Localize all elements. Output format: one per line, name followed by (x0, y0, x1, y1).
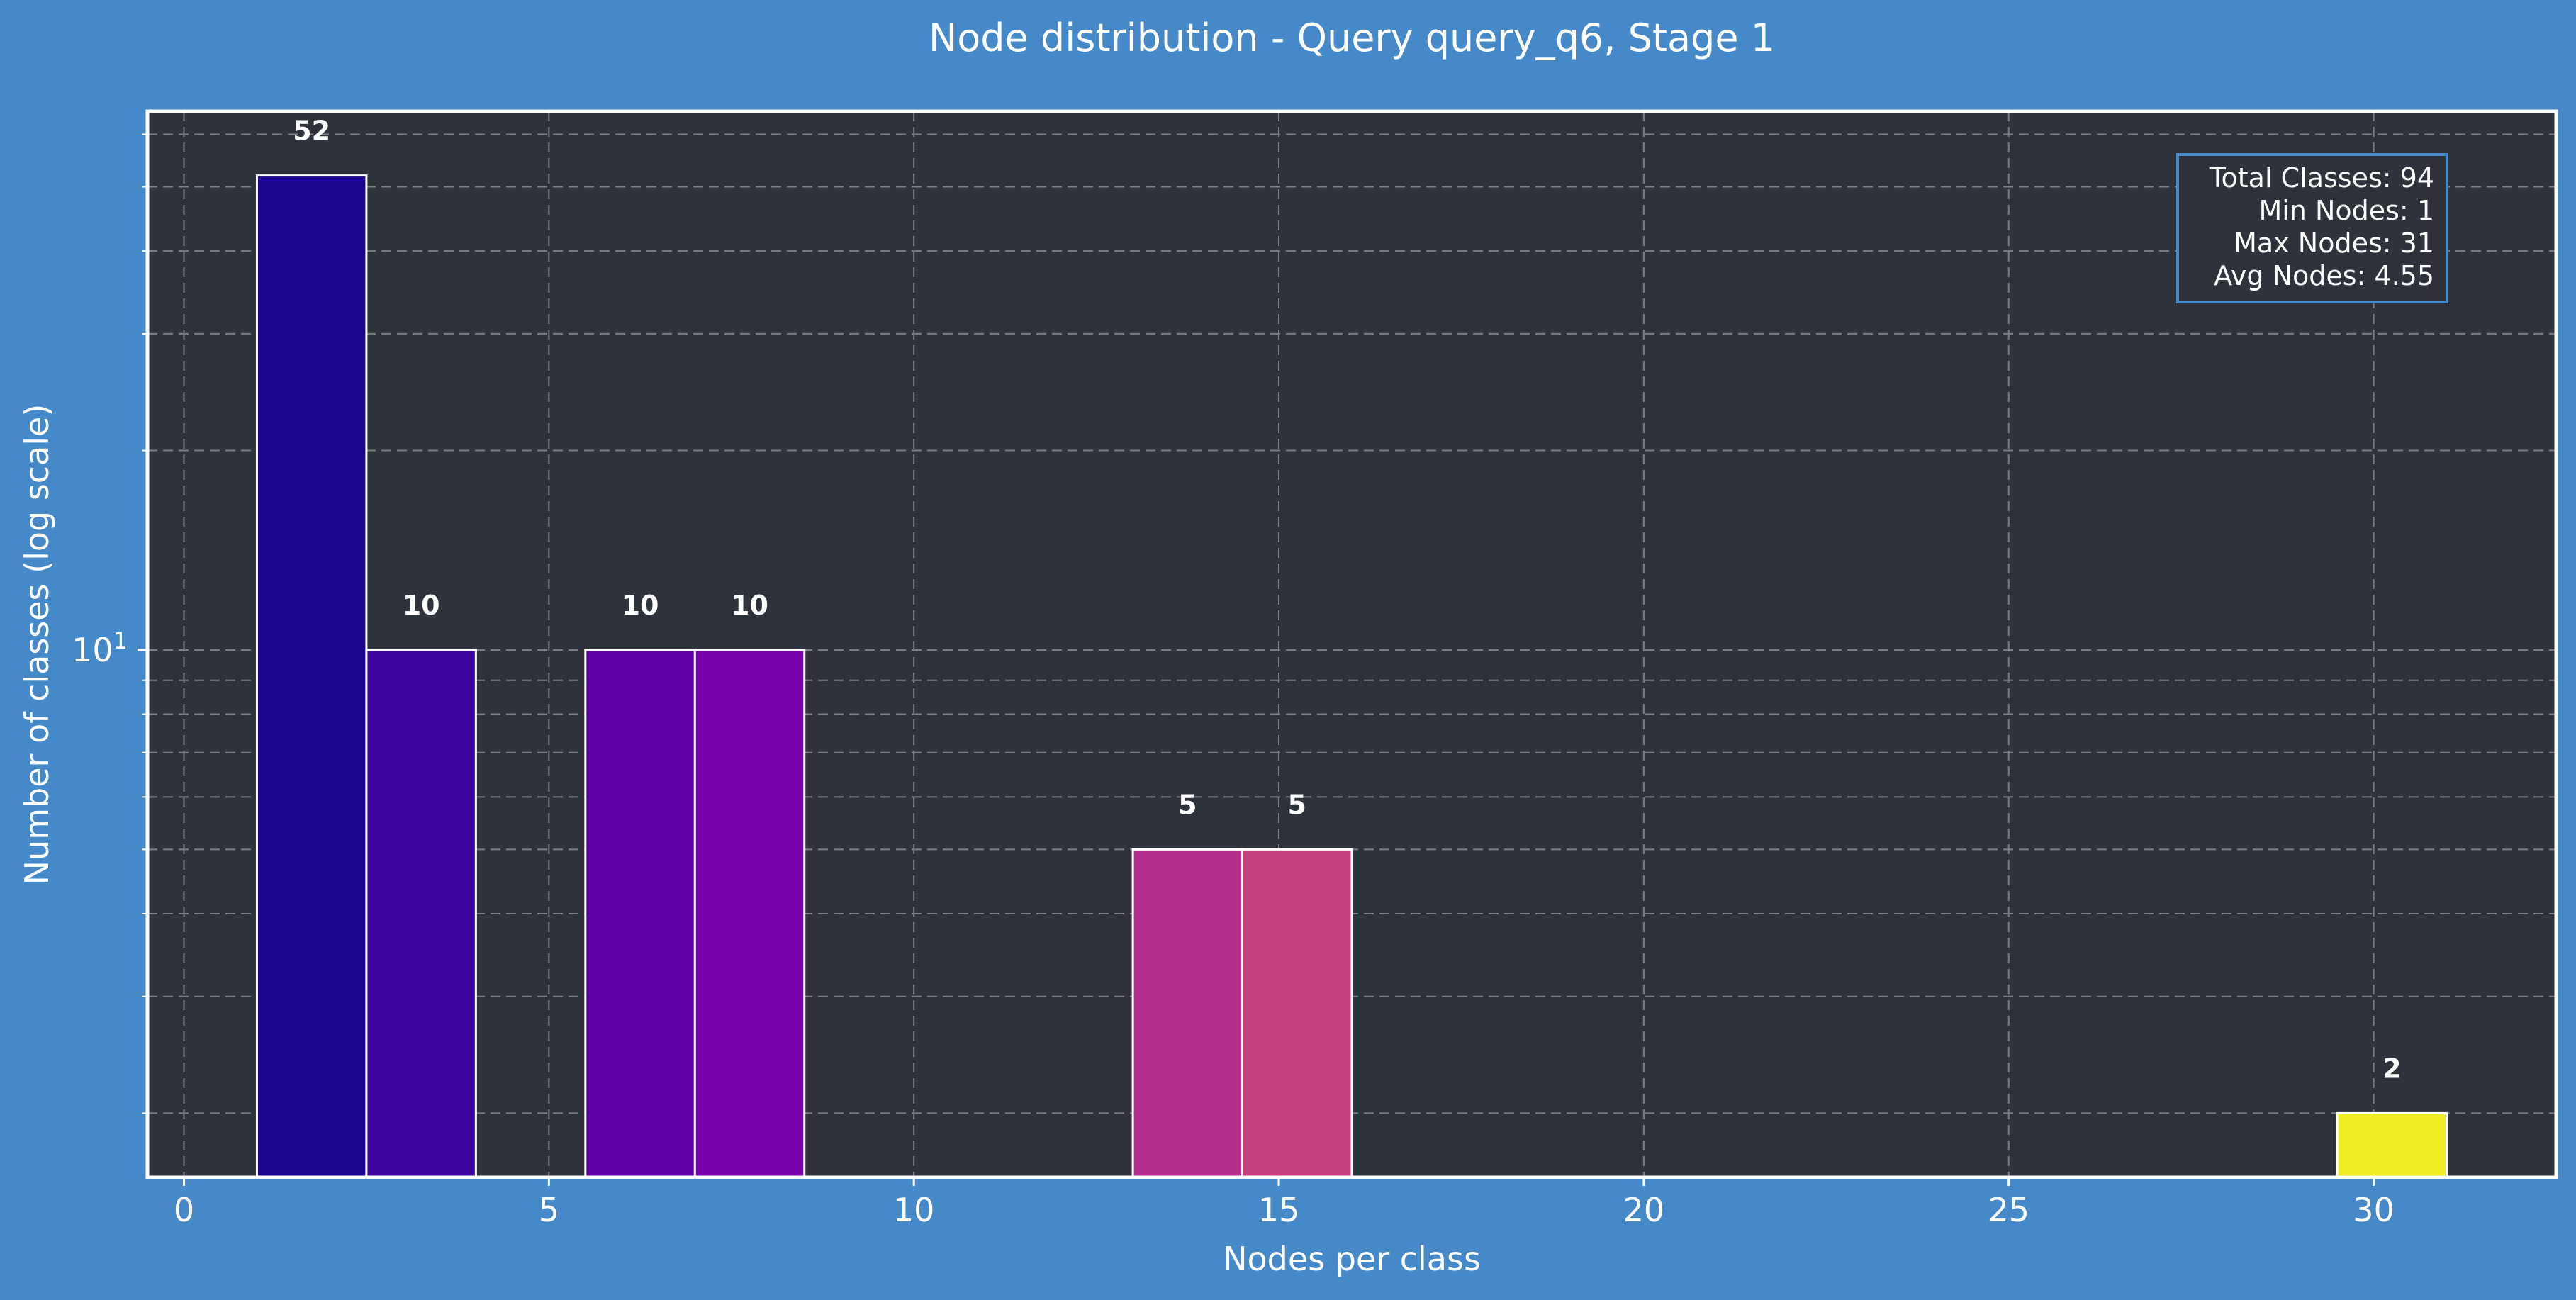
x-tick-label: 5 (539, 1191, 559, 1229)
stats-min-nodes: Min Nodes: 1 (2258, 195, 2434, 226)
bar-value-label: 10 (403, 590, 440, 621)
bar (584, 649, 696, 1179)
x-tick-label: 15 (1258, 1191, 1300, 1229)
chart-title: Node distribution - Query query_q6, Stag… (929, 16, 1775, 60)
bar-value-label: 5 (1288, 789, 1306, 820)
x-axis-ticks: 0 5 10 15 20 25 30 (174, 1177, 2395, 1229)
x-tick-label: 20 (1623, 1191, 1665, 1229)
x-tick-label: 0 (174, 1191, 194, 1229)
y-tick-label: 101 (72, 627, 128, 669)
x-tick-label: 25 (1988, 1191, 2029, 1229)
y-axis-ticks: 101 (72, 133, 147, 1114)
bar-value-label: 10 (731, 590, 768, 621)
bar-value-label: 10 (622, 590, 659, 621)
x-tick-label: 10 (893, 1191, 935, 1229)
bars (255, 174, 2448, 1179)
bar-value-label: 5 (1178, 789, 1197, 820)
bar (1241, 848, 1353, 1179)
bar (693, 649, 806, 1179)
bar-value-label: 2 (2382, 1053, 2401, 1084)
bar-value-label: 52 (293, 116, 330, 147)
x-axis-label: Nodes per class (1223, 1240, 1481, 1278)
bar (2336, 1111, 2448, 1179)
y-axis-label: Number of classes (log scale) (18, 404, 56, 885)
stats-box-frame (2176, 153, 2448, 303)
bar (1131, 848, 1244, 1179)
stats-max-nodes: Max Nodes: 31 (2234, 228, 2434, 259)
stats-total-classes: Total Classes: 94 (2209, 162, 2434, 194)
plot-border (145, 109, 2558, 1179)
bar (365, 649, 477, 1179)
x-tick-label: 30 (2353, 1191, 2395, 1229)
stats-box: Total Classes: 94 Min Nodes: 1 Max Nodes… (2176, 153, 2448, 303)
stats-avg-nodes: Avg Nodes: 4.55 (2214, 260, 2434, 291)
bar (255, 174, 368, 1179)
